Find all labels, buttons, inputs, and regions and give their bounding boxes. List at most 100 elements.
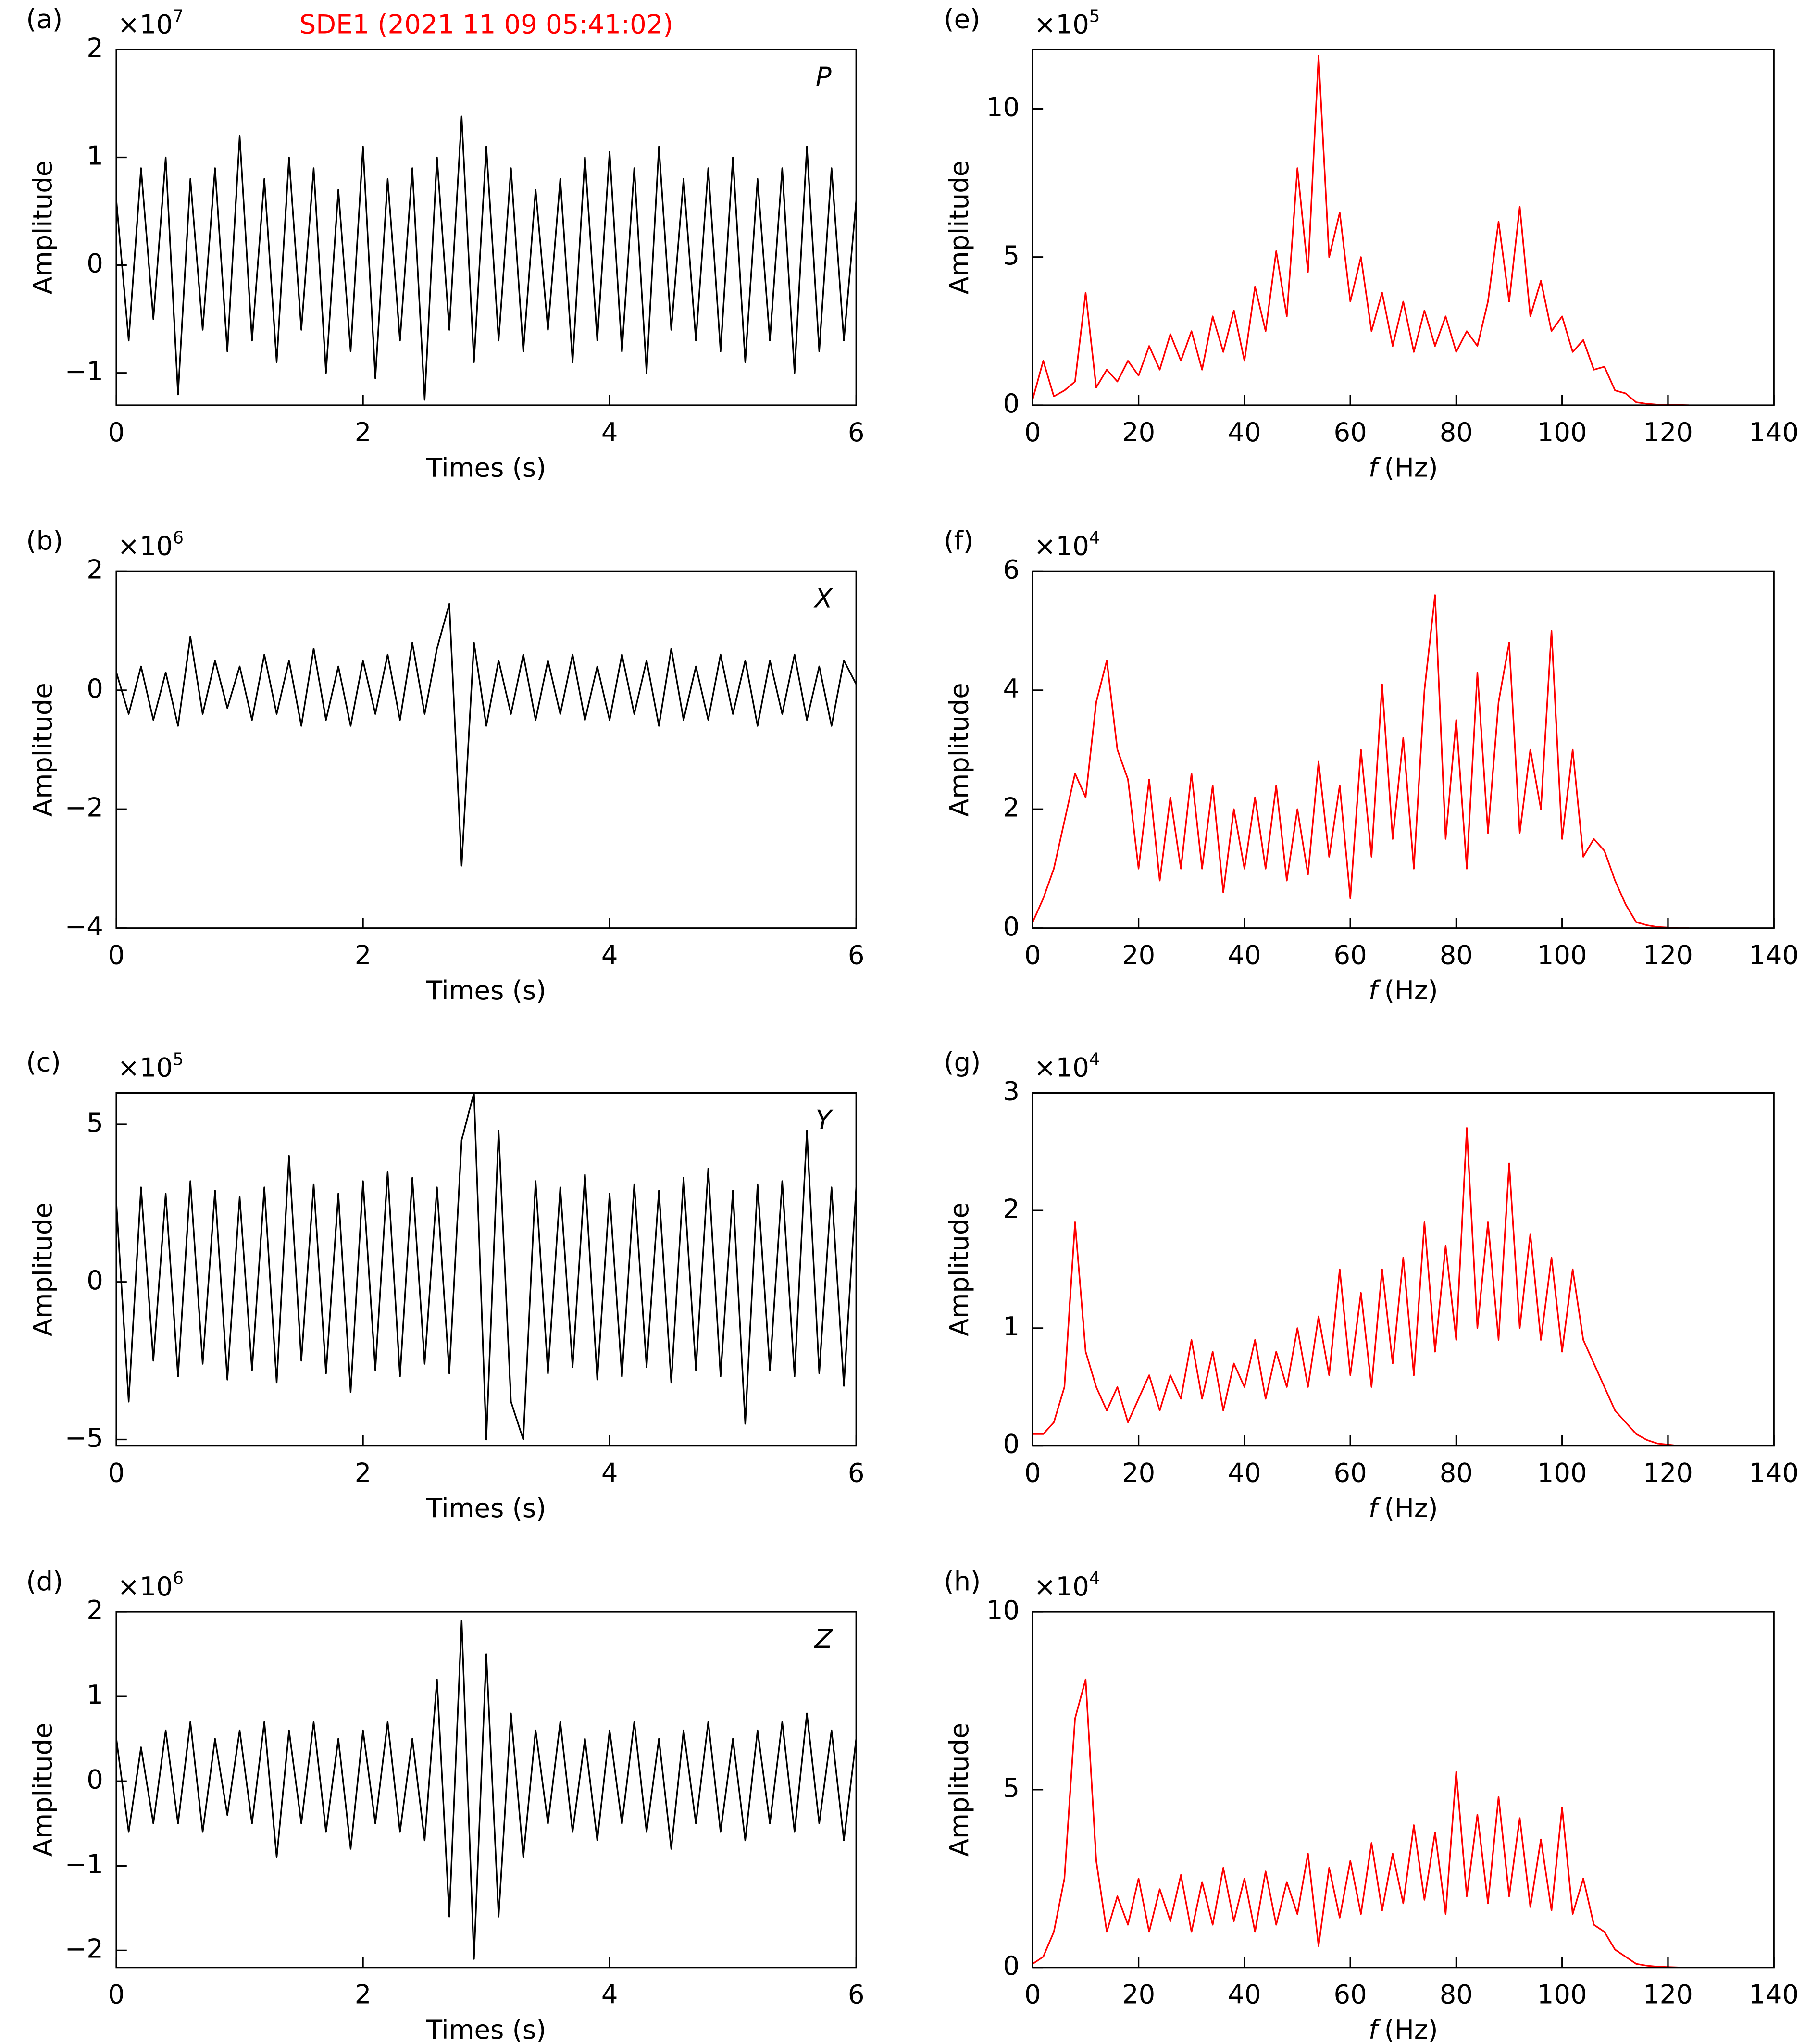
plot-frame	[1032, 1611, 1775, 1969]
y-tick-label: 1	[87, 1680, 103, 1710]
multiplier: ×105	[118, 1049, 184, 1083]
x-axis-label: Times (s)	[426, 2015, 546, 2044]
y-tick-label: 3	[1003, 1076, 1020, 1107]
y-tick-label: 5	[87, 1108, 103, 1138]
y-tick-label: 0	[87, 1764, 103, 1795]
x-tick-label: 120	[1643, 1458, 1693, 1488]
multiplier-exponent: 6	[173, 528, 184, 548]
multiplier-base: ×10	[1034, 1571, 1089, 1602]
panel: 0 1 2 3 0 20 40 60 80 100 120 140 (g) ×104 f (Hz) Amplit…	[944, 1047, 1799, 1523]
x-tick-label: 4	[601, 1458, 618, 1488]
y-tick-label: 0	[1003, 1951, 1020, 1981]
x-tick-label: 120	[1643, 940, 1693, 971]
x-tick-label: 100	[1537, 940, 1587, 971]
y-axis-label: Amplitude	[944, 683, 974, 817]
x-axis-label: Times (s)	[426, 452, 546, 483]
x-axis-label: Times (s)	[426, 975, 546, 1006]
multiplier: ×104	[1034, 1049, 1100, 1083]
panel: −1 0 1 2 0 2 4 6 (a) ×107 SDE1 (2021 11 09 05:41:0…	[26, 4, 864, 483]
y-tick-label: 4	[1003, 673, 1020, 704]
y-tick-label: −1	[65, 356, 103, 386]
panel-label: (b)	[26, 526, 63, 556]
x-tick-label: 4	[601, 940, 618, 971]
series-line	[1033, 594, 1690, 928]
x-axis-label: Times (s)	[426, 1493, 546, 1523]
component-label: Y	[816, 1105, 834, 1135]
y-tick-label: 10	[986, 92, 1020, 123]
x-tick-label: 40	[1228, 417, 1261, 448]
x-tick-label: 2	[355, 417, 372, 448]
x-tick-label: 20	[1122, 1980, 1155, 2010]
series-line	[116, 603, 857, 867]
x-tick-label: 0	[1024, 1980, 1041, 2010]
x-tick-label: 100	[1537, 1980, 1587, 2010]
series-line	[1033, 1678, 1690, 1968]
plot-frame	[115, 1611, 857, 1969]
x-axis-var: f	[1369, 1493, 1381, 1523]
x-tick-label: 0	[108, 1458, 125, 1488]
y-axis-label: Amplitude	[28, 683, 58, 817]
multiplier: ×107	[118, 6, 184, 39]
x-tick-label: 4	[601, 1980, 618, 2010]
y-axis-label: Amplitude	[28, 161, 58, 295]
x-axis-unit: (Hz)	[1384, 975, 1438, 1006]
x-axis-label: f (Hz)	[1369, 1493, 1438, 1523]
x-tick-label: 140	[1749, 417, 1799, 448]
series-line	[1033, 55, 1690, 406]
plot-frame	[115, 1092, 857, 1447]
x-tick-label: 80	[1440, 1980, 1473, 2010]
x-axis-var: f	[1369, 2015, 1381, 2044]
x-tick-label: 40	[1228, 1458, 1261, 1488]
y-tick-label: 6	[1003, 554, 1020, 585]
multiplier-base: ×10	[118, 1571, 173, 1602]
x-axis-unit: (Hz)	[1384, 1493, 1438, 1523]
panel-label: (e)	[944, 4, 980, 35]
series-line	[1033, 1127, 1690, 1446]
x-tick-label: 0	[1024, 940, 1041, 971]
y-axis-label: Amplitude	[28, 1202, 58, 1336]
y-tick-label: −1	[65, 1849, 103, 1879]
plot-frame	[115, 49, 857, 406]
y-axis-label: Amplitude	[944, 1722, 974, 1857]
x-tick-label: 100	[1537, 417, 1587, 448]
x-tick-label: 0	[108, 940, 125, 971]
y-tick-label: 0	[87, 249, 103, 279]
component-label: Z	[814, 1624, 834, 1654]
multiplier: ×106	[118, 528, 184, 561]
multiplier: ×105	[1034, 6, 1100, 39]
y-tick-label: 0	[1003, 388, 1020, 419]
multiplier-base: ×10	[1034, 1053, 1089, 1083]
panel-label: (h)	[944, 1566, 981, 1596]
multiplier: ×104	[1034, 1569, 1100, 1602]
x-tick-label: 0	[108, 1980, 125, 2010]
x-axis-unit: (Hz)	[1384, 2015, 1438, 2044]
panel-label: (d)	[26, 1566, 63, 1596]
multiplier-exponent: 6	[173, 1569, 184, 1588]
x-tick-label: 120	[1643, 1980, 1693, 2010]
panel-label: (f)	[944, 526, 973, 556]
multiplier-exponent: 4	[1089, 528, 1100, 548]
plot-frame	[1032, 1092, 1775, 1447]
y-tick-label: 2	[87, 33, 103, 63]
x-tick-label: 80	[1440, 417, 1473, 448]
x-axis-unit: (Hz)	[1384, 452, 1438, 483]
x-tick-label: 20	[1122, 940, 1155, 971]
x-axis-label: f (Hz)	[1369, 452, 1438, 483]
x-axis-var: f	[1369, 975, 1381, 1006]
x-tick-label: 140	[1749, 940, 1799, 971]
x-tick-label: 0	[1024, 417, 1041, 448]
series-line	[116, 1093, 857, 1441]
y-tick-label: 0	[87, 1265, 103, 1296]
series-line	[116, 1619, 857, 1960]
chart-title: SDE1 (2021 11 09 05:41:02)	[299, 10, 673, 40]
y-tick-label: 2	[87, 554, 103, 585]
multiplier-exponent: 4	[1089, 1569, 1100, 1588]
multiplier: ×104	[1034, 528, 1100, 561]
x-tick-label: 20	[1122, 1458, 1155, 1488]
